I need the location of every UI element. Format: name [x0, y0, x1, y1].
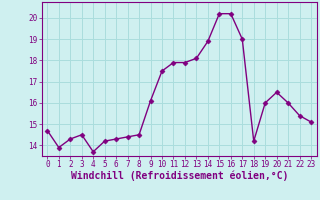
X-axis label: Windchill (Refroidissement éolien,°C): Windchill (Refroidissement éolien,°C)	[70, 171, 288, 181]
